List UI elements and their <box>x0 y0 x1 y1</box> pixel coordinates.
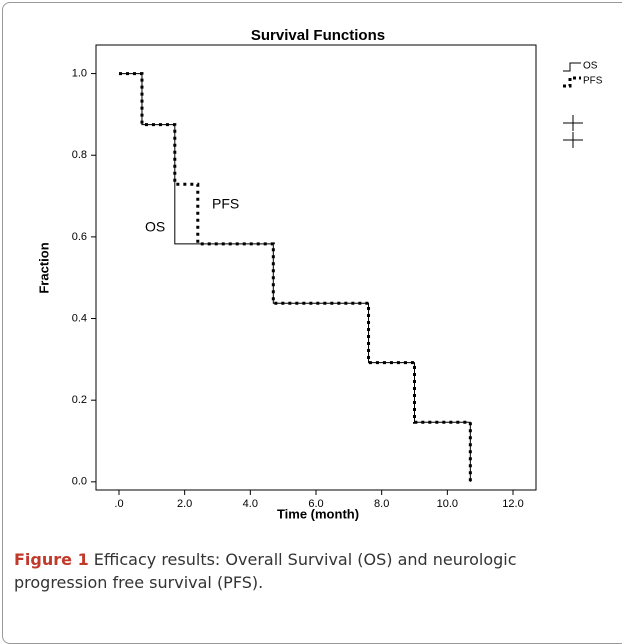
legend-symbol <box>563 62 581 72</box>
caption: Figure 1 Efficacy results: Overall Survi… <box>14 548 574 594</box>
x-tick-label: 12.0 <box>502 498 523 510</box>
x-axis-label: Time (month) <box>277 506 359 521</box>
x-tick-label: 6.0 <box>308 498 323 510</box>
legend-symbol <box>563 76 581 88</box>
chart: Survival Functions Time (month) Fraction… <box>36 27 603 521</box>
annotation: OS <box>145 219 165 235</box>
chart-title: Survival Functions <box>251 27 385 44</box>
x-tick-label: 4.0 <box>243 498 258 510</box>
y-tick-label: 0.4 <box>72 312 87 324</box>
x-tick-label: 10.0 <box>437 498 458 510</box>
censor-legend <box>563 115 583 148</box>
y-tick-label: 0.0 <box>72 476 87 488</box>
caption-label: Figure 1 <box>14 550 89 569</box>
legend-label: OS <box>583 61 598 72</box>
x-tick-label: 8.0 <box>374 498 389 510</box>
x-tick-label: .0 <box>114 498 123 510</box>
survival-line <box>118 72 472 482</box>
y-tick-label: 1.0 <box>72 67 87 79</box>
y-axis-label: Fraction <box>36 242 51 293</box>
annotation: PFS <box>212 196 239 212</box>
x-tick-label: 2.0 <box>177 498 192 510</box>
caption-text: Efficacy results: Overall Survival (OS) … <box>14 550 517 592</box>
y-tick-label: 0.2 <box>72 394 87 406</box>
legend-label: PFS <box>583 76 603 87</box>
y-tick-label: 0.6 <box>72 231 87 243</box>
survival-line <box>118 73 471 482</box>
y-tick-label: 0.8 <box>72 149 87 161</box>
